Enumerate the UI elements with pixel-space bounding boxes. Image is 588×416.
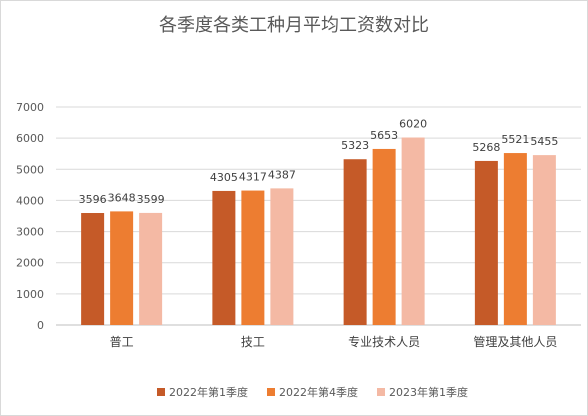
y-axis-ticks: 0 1000 2000 3000 4000 5000 6000 7000: [16, 101, 44, 332]
bar: [474, 160, 498, 325]
category-label: 技工: [241, 335, 265, 349]
bars: [81, 137, 556, 325]
legend-swatch: [157, 388, 165, 396]
data-label: 5521: [501, 133, 529, 146]
data-label: 3599: [137, 193, 165, 206]
bar: [401, 137, 425, 325]
category-label: 普工: [110, 335, 134, 349]
legend: 2022年第1季度 2022年第4季度 2023年第1季度: [157, 385, 468, 399]
data-label: 5653: [370, 129, 398, 142]
bar: [241, 190, 265, 325]
bar: [81, 213, 105, 325]
y-tick-label: 3000: [16, 226, 44, 239]
bar: [110, 211, 134, 325]
data-label: 3596: [79, 193, 107, 206]
bar: [270, 188, 294, 325]
bar: [139, 212, 163, 325]
data-label: 3648: [108, 191, 136, 204]
legend-label: 2023年第1季度: [389, 385, 468, 399]
bar: [372, 148, 396, 325]
bar: [212, 190, 236, 325]
y-tick-label: 7000: [16, 101, 44, 114]
x-axis-categories: 普工 技工 专业技术人员 管理及其他人员: [110, 334, 558, 349]
legend-label: 2022年第4季度: [279, 385, 358, 399]
data-label: 5268: [472, 141, 500, 154]
y-tick-label: 4000: [16, 194, 44, 207]
data-label: 4387: [268, 168, 296, 181]
data-label: 4317: [239, 171, 267, 184]
chart-title: 各季度各类工种月平均工资数对比: [159, 15, 429, 36]
y-tick-label: 2000: [16, 257, 44, 270]
data-label: 5323: [341, 139, 369, 152]
bar: [503, 153, 527, 325]
category-label: 管理及其他人员: [473, 334, 557, 349]
y-tick-label: 5000: [16, 163, 44, 176]
y-tick-label: 1000: [16, 288, 44, 301]
y-tick-label: 0: [37, 319, 44, 332]
data-label: 5455: [530, 135, 558, 148]
legend-label: 2022年第1季度: [169, 385, 248, 399]
bar: [532, 155, 556, 325]
data-label: 4305: [210, 171, 238, 184]
legend-swatch: [267, 388, 275, 396]
bar: [343, 159, 367, 325]
category-label: 专业技术人员: [348, 334, 420, 349]
data-label: 6020: [399, 118, 427, 131]
y-tick-label: 6000: [16, 132, 44, 145]
legend-swatch: [377, 388, 385, 396]
